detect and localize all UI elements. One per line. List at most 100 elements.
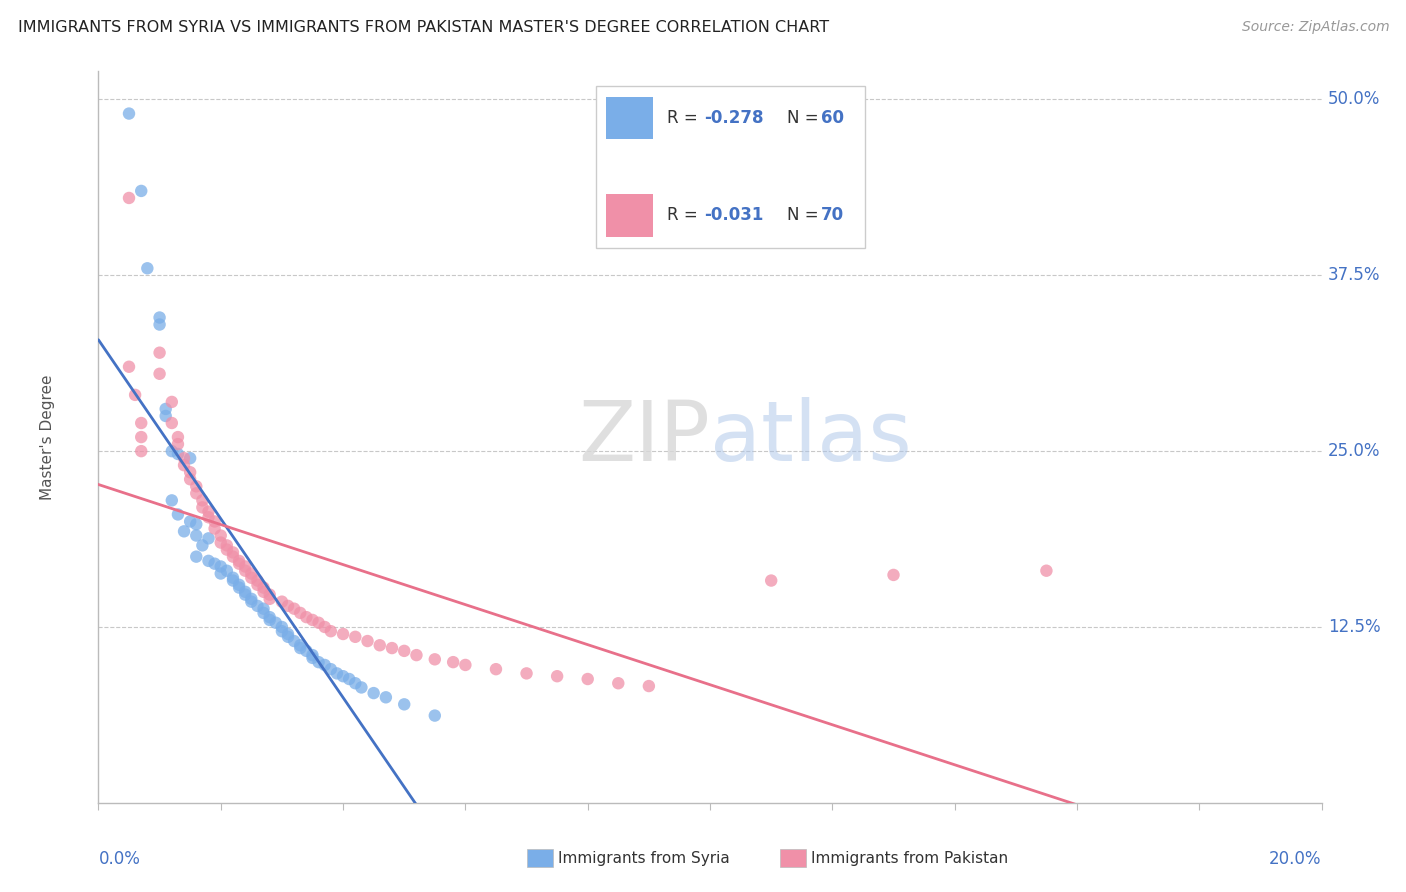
Point bbox=[233, 559, 256, 574]
Point bbox=[186, 486, 208, 500]
Point bbox=[405, 648, 427, 662]
Point bbox=[197, 510, 219, 524]
Text: Source: ZipAtlas.com: Source: ZipAtlas.com bbox=[1241, 20, 1389, 34]
Point bbox=[368, 638, 391, 652]
Point bbox=[186, 479, 208, 493]
Text: N =: N = bbox=[787, 109, 824, 128]
Point bbox=[186, 528, 208, 542]
Point bbox=[259, 588, 281, 602]
Bar bbox=[606, 194, 652, 236]
Point bbox=[167, 437, 190, 451]
Point bbox=[160, 493, 183, 508]
Point bbox=[314, 657, 336, 672]
Point bbox=[222, 545, 245, 559]
Point bbox=[270, 624, 292, 639]
Point bbox=[228, 581, 250, 595]
Point bbox=[516, 666, 538, 681]
Point bbox=[222, 549, 245, 564]
Point bbox=[423, 708, 446, 723]
Point bbox=[204, 557, 226, 571]
Text: IMMIGRANTS FROM SYRIA VS IMMIGRANTS FROM PAKISTAN MASTER'S DEGREE CORRELATION CH: IMMIGRANTS FROM SYRIA VS IMMIGRANTS FROM… bbox=[18, 20, 830, 35]
Point bbox=[228, 554, 250, 568]
Point bbox=[264, 615, 287, 630]
Point bbox=[270, 595, 292, 609]
Point bbox=[344, 630, 367, 644]
Point bbox=[222, 571, 245, 585]
Point bbox=[155, 409, 177, 423]
Text: 37.5%: 37.5% bbox=[1327, 267, 1381, 285]
Text: -0.031: -0.031 bbox=[704, 206, 763, 225]
Point bbox=[191, 493, 214, 508]
Point bbox=[149, 367, 172, 381]
Point bbox=[637, 679, 661, 693]
Point bbox=[209, 566, 232, 581]
Text: -0.278: -0.278 bbox=[704, 109, 763, 128]
Point bbox=[337, 672, 360, 686]
Point bbox=[118, 359, 141, 374]
Point bbox=[228, 557, 250, 571]
Point bbox=[374, 690, 396, 705]
Point bbox=[179, 472, 201, 486]
Point bbox=[252, 581, 274, 595]
Point bbox=[129, 416, 152, 430]
Text: 20.0%: 20.0% bbox=[1270, 850, 1322, 868]
Point bbox=[204, 515, 226, 529]
Point bbox=[209, 559, 232, 574]
Point bbox=[423, 652, 446, 666]
Point bbox=[308, 615, 330, 630]
Point bbox=[191, 538, 214, 552]
Point bbox=[160, 416, 183, 430]
Point bbox=[290, 641, 312, 656]
Point bbox=[197, 505, 219, 519]
Point bbox=[576, 672, 599, 686]
Point bbox=[363, 686, 385, 700]
Point bbox=[259, 591, 281, 606]
Point bbox=[252, 601, 274, 615]
Point bbox=[392, 644, 416, 658]
Point bbox=[314, 620, 336, 634]
Point bbox=[197, 532, 219, 546]
Point bbox=[240, 595, 263, 609]
Point bbox=[301, 613, 323, 627]
Point bbox=[149, 310, 172, 325]
Point bbox=[186, 549, 208, 564]
Point bbox=[233, 584, 256, 599]
Point bbox=[129, 444, 152, 458]
Point bbox=[301, 651, 323, 665]
Point bbox=[308, 655, 330, 669]
Point bbox=[381, 641, 404, 656]
Text: Immigrants from Pakistan: Immigrants from Pakistan bbox=[811, 851, 1008, 865]
Point bbox=[167, 430, 190, 444]
Point bbox=[392, 698, 416, 712]
Point bbox=[441, 655, 464, 669]
Point bbox=[233, 588, 256, 602]
Point bbox=[240, 566, 263, 581]
Point bbox=[160, 395, 183, 409]
Point bbox=[167, 447, 190, 461]
Point bbox=[270, 620, 292, 634]
Text: Immigrants from Syria: Immigrants from Syria bbox=[558, 851, 730, 865]
Point bbox=[332, 627, 354, 641]
Point bbox=[607, 676, 630, 690]
Point bbox=[118, 106, 141, 120]
Point bbox=[179, 465, 201, 479]
Point bbox=[344, 676, 367, 690]
Point bbox=[277, 627, 299, 641]
Point bbox=[124, 388, 146, 402]
Point bbox=[222, 574, 245, 588]
Point bbox=[149, 345, 172, 359]
Point bbox=[319, 662, 342, 676]
Point bbox=[191, 500, 214, 515]
Point bbox=[186, 517, 208, 532]
Point bbox=[546, 669, 568, 683]
Point bbox=[204, 521, 226, 535]
Point bbox=[277, 630, 299, 644]
Point bbox=[136, 261, 159, 276]
Text: 0.0%: 0.0% bbox=[98, 850, 141, 868]
Point bbox=[240, 591, 263, 606]
Point bbox=[129, 430, 152, 444]
Point bbox=[252, 606, 274, 620]
Point bbox=[160, 444, 183, 458]
Point bbox=[173, 524, 195, 539]
Point bbox=[319, 624, 342, 639]
